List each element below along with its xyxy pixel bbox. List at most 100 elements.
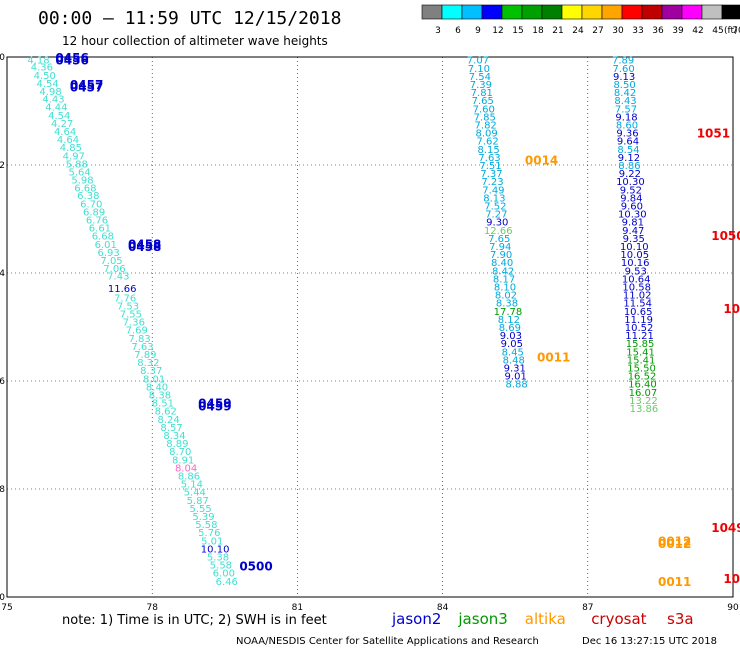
wave-height-label: 5.87 <box>187 496 209 507</box>
wave-height-label: 9.64 <box>617 137 639 148</box>
wave-height-label: 8.04 <box>175 463 197 474</box>
x-tick-label: 78 <box>146 603 158 613</box>
wave-height-label: 15.85 <box>626 339 655 350</box>
wave-height-label: 8.37 <box>140 366 162 377</box>
pass-time-label: 0014 <box>525 154 558 168</box>
wave-height-label: 7.27 <box>485 210 507 221</box>
wave-height-label: 10.58 <box>622 283 651 294</box>
wave-height-label: 7.54 <box>469 72 491 83</box>
pass-time-label: 1050 <box>723 302 740 316</box>
wave-height-label: 7.06 <box>103 264 125 275</box>
wave-height-label: 8.45 <box>502 347 524 358</box>
wave-height-label: 8.34 <box>163 431 185 442</box>
x-tick-label: 84 <box>437 603 449 613</box>
wave-height-label: 4.50 <box>34 71 56 82</box>
pass-time-label: 0458 <box>128 237 161 251</box>
wave-height-label: 8.69 <box>499 323 521 334</box>
colorbar-swatch <box>681 4 703 20</box>
wave-height-label: 8.70 <box>169 447 191 458</box>
colorbar-label: 27 <box>592 26 603 36</box>
colorbar-label: 30 <box>612 26 624 36</box>
wave-height-label: 7.89 <box>612 56 634 67</box>
wave-height-label: 9.13 <box>613 72 635 83</box>
x-tick-label: 75 <box>1 603 12 613</box>
legend-item-jason2: jason2 <box>391 610 441 628</box>
wave-height-label: 7.57 <box>615 104 637 115</box>
wave-height-label: 4.97 <box>63 151 85 162</box>
pass-time-labels: 0456045604570457045804580459045905000014… <box>55 51 740 589</box>
colorbar-swatch <box>441 4 463 20</box>
wave-height-label: 5.01 <box>201 536 223 547</box>
wave-height-label: 7.49 <box>482 185 504 196</box>
wave-height-label: 7.90 <box>490 250 512 261</box>
wave-height-label: 8.42 <box>492 266 514 277</box>
wave-height-label: 5.38 <box>207 553 229 564</box>
wave-height-label: 10.65 <box>624 307 653 318</box>
wave-height-label: 8.86 <box>178 472 200 483</box>
wave-height-label: 8.62 <box>155 407 177 418</box>
wave-height-label: 4.36 <box>31 63 53 74</box>
wave-height-label: 11.02 <box>623 291 652 302</box>
x-tick-label: 87 <box>582 603 593 613</box>
wave-height-label: 7.82 <box>475 121 497 132</box>
pass-time-label: 0456 <box>55 54 88 68</box>
wave-height-label: 8.13 <box>483 193 505 204</box>
colorbar-swatch <box>541 4 563 20</box>
legend-item-cryosat: cryosat <box>591 610 646 628</box>
wave-height-label: 8.17 <box>493 274 515 285</box>
wave-height-label: 7.43 <box>107 272 129 283</box>
wave-height-label: 9.18 <box>615 112 637 123</box>
wave-height-label: 8.10 <box>494 283 516 294</box>
wave-height-label: 4.43 <box>42 95 64 106</box>
wave-height-label: 6.61 <box>89 224 111 235</box>
wave-height-label: 9.52 <box>620 185 642 196</box>
chart-subtitle: 12 hour collection of altimeter wave hei… <box>62 34 328 48</box>
y-tick-label: -10 <box>0 593 5 603</box>
colorbar-label: 45 <box>712 26 723 36</box>
wave-height-label: 10.10 <box>201 544 230 555</box>
wave-height-label: 8.01 <box>143 374 165 385</box>
colorbar-swatch <box>621 4 643 20</box>
y-tick-label: -4 <box>0 269 5 279</box>
wave-height-label: 5.88 <box>66 159 88 170</box>
wave-height-label: 10.05 <box>620 250 649 261</box>
satellite-legend: jason2 jason3 altika cryosat s3a <box>391 610 694 628</box>
wave-height-label: 4.18 <box>27 56 49 67</box>
wave-height-label: 7.83 <box>128 334 150 345</box>
colorbar-label: 18 <box>532 26 544 36</box>
data-points: 4.184.364.504.544.984.434.444.544.274.64… <box>27 56 658 588</box>
wave-height-label: 4.64 <box>57 135 79 146</box>
wave-height-label: 5.14 <box>181 480 203 491</box>
colorbar-swatch <box>661 4 683 20</box>
wave-height-label: 7.53 <box>117 301 139 312</box>
wave-height-label: 6.70 <box>80 199 102 210</box>
wave-height-label: 4.27 <box>51 119 73 130</box>
wave-height-label: 4.64 <box>54 127 76 138</box>
wave-height-label: 8.40 <box>491 258 513 269</box>
colorbar-swatch <box>581 4 603 20</box>
wave-height-label: 8.32 <box>137 358 159 369</box>
wave-height-label: 5.64 <box>68 167 90 178</box>
wave-height-label: 9.30 <box>486 218 508 229</box>
wave-height-label: 8.54 <box>617 145 639 156</box>
wave-height-label: 9.31 <box>504 364 526 375</box>
wave-height-label: 7.39 <box>470 80 492 91</box>
pass-time-label: 0011 <box>658 575 691 589</box>
wave-height-label: 4.44 <box>45 103 67 114</box>
timestamp-text: Dec 16 13:27:15 UTC 2018 <box>582 636 717 647</box>
wave-height-label: 7.60 <box>473 104 495 115</box>
wave-height-label: 8.51 <box>152 399 174 410</box>
wave-height-label: 5.58 <box>195 520 217 531</box>
wave-height-label: 13.22 <box>629 396 658 407</box>
y-tick-label: 0 <box>0 53 5 63</box>
pass-time-label: 0457 <box>70 81 103 95</box>
wave-height-label: 4.98 <box>39 87 61 98</box>
wave-height-label: 5.98 <box>71 176 93 187</box>
wave-height-label: 8.02 <box>495 291 517 302</box>
pass-time-label: 0459 <box>198 399 231 413</box>
wave-height-label: 6.68 <box>92 232 114 243</box>
note-text: note: 1) Time is in UTC; 2) SWH is in fe… <box>62 613 327 628</box>
wave-height-label: 5.55 <box>189 504 211 515</box>
pass-time-label: 0457 <box>70 78 103 92</box>
wave-height-label: 9.03 <box>500 331 522 342</box>
